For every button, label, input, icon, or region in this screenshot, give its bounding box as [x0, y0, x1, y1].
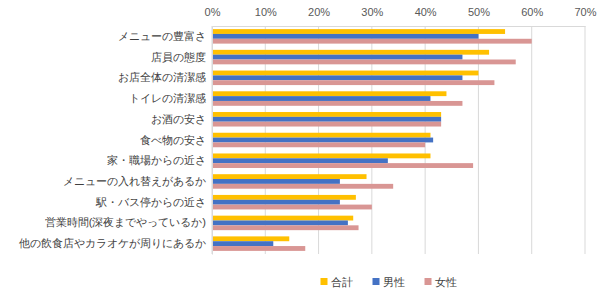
grid-line — [531, 26, 532, 254]
y-tick: お酒の安さ — [151, 113, 212, 125]
bar — [212, 29, 505, 34]
bar — [212, 236, 289, 241]
legend: 合計 男性 女性 — [321, 276, 457, 289]
y-tick: メニューの入れ替えがあるか — [63, 175, 212, 187]
bar — [212, 34, 478, 39]
legend-label: 合計 — [331, 276, 353, 289]
bar — [212, 55, 462, 60]
y-tick-label: 家・職場からの近さ — [107, 154, 206, 166]
plot-area: 0% 10% 20% 30% 40% 50% 60% 70% メニューの豊富さ店員の態度お店全体… — [19, 6, 597, 255]
y-tick-label: 営業時間(深夜までやっているか) — [45, 216, 206, 228]
x-tick-label: 70% — [574, 6, 596, 18]
bar — [212, 117, 441, 122]
y-tick-label: メニューの豊富さ — [118, 30, 206, 42]
bar — [212, 216, 353, 221]
y-tick: 家・職場からの近さ — [107, 154, 212, 166]
bar — [212, 80, 494, 85]
y-tick: メニューの豊富さ — [118, 30, 212, 42]
x-tick: 70% — [574, 6, 596, 26]
x-tick-label: 10% — [255, 6, 277, 18]
series-bars — [212, 39, 532, 251]
legend-swatch — [425, 278, 432, 285]
bar — [212, 205, 372, 210]
y-tick: トイレの清潔感 — [129, 92, 212, 104]
y-tick: 営業時間(深夜までやっているか) — [45, 216, 212, 228]
legend-item: 男性 — [373, 276, 405, 289]
bar — [212, 60, 516, 65]
bar — [212, 39, 532, 44]
bar — [212, 142, 425, 147]
chart: 0% 10% 20% 30% 40% 50% 60% 70% メニューの豊富さ店員の態度お店全体… — [0, 0, 616, 300]
legend-swatch — [373, 278, 380, 285]
bar — [212, 122, 441, 127]
bar — [212, 96, 430, 101]
legend-item: 女性 — [425, 276, 457, 289]
x-tick-label: 20% — [308, 6, 330, 18]
x-tick-label: 0% — [205, 6, 221, 18]
bar — [212, 241, 273, 246]
bar — [212, 179, 340, 184]
bar — [212, 138, 433, 143]
grid-line — [585, 26, 586, 254]
x-tick-label: 60% — [521, 6, 543, 18]
bar — [212, 174, 367, 179]
x-axis: 0% 10% 20% 30% 40% 50% 60% 70% — [205, 6, 597, 27]
bar — [212, 195, 356, 200]
bar — [212, 225, 359, 230]
bars — [212, 29, 532, 251]
x-axis-line — [213, 26, 586, 27]
y-tick: お店全体の清潔感 — [118, 71, 212, 83]
x-tick: 60% — [521, 6, 543, 26]
bar — [212, 158, 388, 163]
bar — [212, 91, 446, 96]
x-tick-label: 30% — [361, 6, 383, 18]
bar — [212, 163, 473, 168]
y-tick-label: メニューの入れ替えがあるか — [63, 175, 206, 187]
y-tick: 他の飲食店やカラオケが周りにあるか — [19, 237, 212, 249]
legend-swatch — [321, 278, 328, 285]
x-tick-label: 50% — [468, 6, 490, 18]
legend-label: 男性 — [383, 276, 405, 289]
y-tick-label: 他の飲食店やカラオケが周りにあるか — [19, 237, 206, 249]
bar — [212, 50, 489, 55]
y-tick-label: 食べ物の安さ — [140, 134, 206, 146]
y-axis: メニューの豊富さ店員の態度お店全体の清潔感トイレの清潔感お酒の安さ食べ物の安さ家… — [19, 27, 213, 255]
legend-label: 女性 — [435, 276, 457, 289]
bar — [212, 101, 462, 106]
grid-line — [212, 26, 213, 254]
bar — [212, 220, 348, 225]
bar — [212, 246, 305, 251]
y-axis-line — [212, 27, 213, 255]
bar — [212, 184, 393, 189]
y-tick-label: トイレの清潔感 — [129, 92, 206, 104]
x-tick: 50% — [468, 6, 490, 26]
legend-item: 合計 — [321, 276, 353, 289]
bar — [212, 112, 441, 117]
y-tick-label: お店全体の清潔感 — [118, 71, 206, 83]
y-tick-label: お酒の安さ — [151, 113, 206, 125]
x-tick: 40% — [415, 6, 437, 26]
y-tick-label: 店員の態度 — [151, 51, 206, 63]
y-tick-label: 駅・バス停からの近さ — [95, 196, 206, 208]
x-tick: 30% — [361, 6, 383, 26]
grid — [212, 26, 585, 254]
bar — [212, 75, 462, 80]
x-tick: 0% — [205, 6, 221, 26]
bar — [212, 153, 430, 158]
x-tick: 10% — [255, 6, 277, 26]
y-tick: 駅・バス停からの近さ — [95, 196, 212, 208]
bar — [212, 133, 430, 138]
bar — [212, 200, 340, 205]
bar — [212, 71, 478, 76]
series-bars — [212, 34, 478, 246]
x-tick-label: 40% — [415, 6, 437, 18]
y-tick: 店員の態度 — [151, 51, 212, 63]
x-tick: 20% — [308, 6, 330, 26]
y-tick: 食べ物の安さ — [140, 134, 212, 146]
